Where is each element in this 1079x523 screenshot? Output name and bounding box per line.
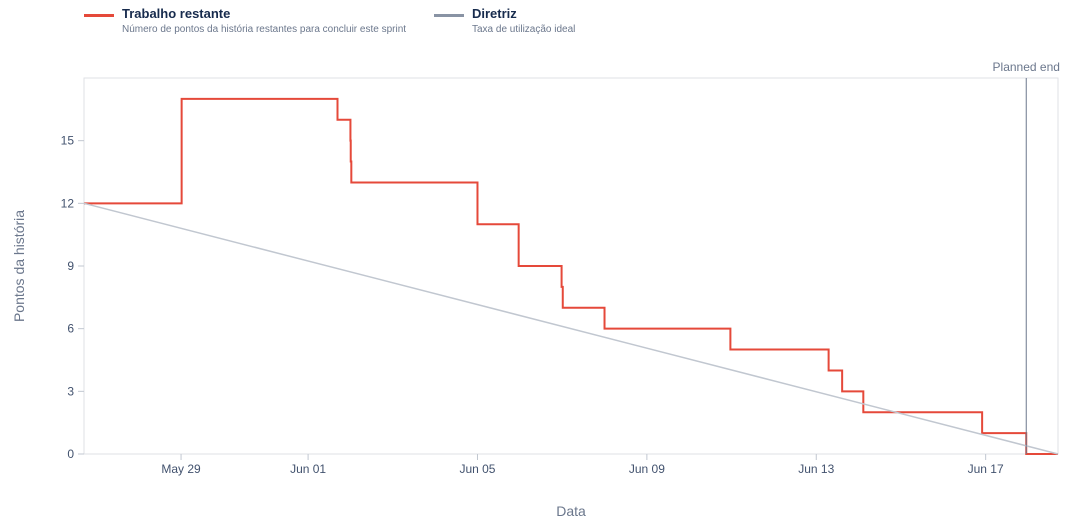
legend-name-guideline: Diretriz xyxy=(472,6,517,21)
legend-name-remaining-work: Trabalho restante xyxy=(122,6,231,21)
y-tick-label: 15 xyxy=(61,134,75,148)
y-tick-label: 9 xyxy=(67,259,74,273)
legend-item-remaining-work[interactable]: Trabalho restante Número de pontos da hi… xyxy=(84,6,434,38)
x-tick-label: Jun 05 xyxy=(459,462,495,476)
x-tick-label: Jun 01 xyxy=(290,462,326,476)
legend-swatch-remaining-work xyxy=(84,14,114,17)
x-tick-label: Jun 17 xyxy=(968,462,1004,476)
y-tick-label: 12 xyxy=(61,196,75,210)
planned-end-label: Planned end xyxy=(993,60,1060,74)
legend-item-guideline[interactable]: Diretriz Taxa de utilização ideal xyxy=(434,6,634,38)
chart-legend: Trabalho restante Número de pontos da hi… xyxy=(84,6,634,38)
plot-frame xyxy=(83,77,1059,455)
x-tick-label: May 29 xyxy=(161,462,201,476)
guideline-line xyxy=(83,202,1059,455)
legend-swatch-guideline xyxy=(434,14,464,17)
y-tick-label: 3 xyxy=(67,384,74,398)
x-tick-label: Jun 09 xyxy=(629,462,665,476)
x-tick-label: Jun 13 xyxy=(798,462,834,476)
x-axis-title: Data xyxy=(556,503,586,519)
legend-desc-remaining-work: Número de pontos da história restantes p… xyxy=(122,24,407,35)
y-axis-title: Pontos da história xyxy=(11,210,27,322)
y-tick-label: 6 xyxy=(67,322,74,336)
remaining-work-line xyxy=(84,97,1058,455)
y-tick-label: 0 xyxy=(67,447,74,461)
legend-desc-guideline: Taxa de utilização ideal xyxy=(472,24,576,35)
